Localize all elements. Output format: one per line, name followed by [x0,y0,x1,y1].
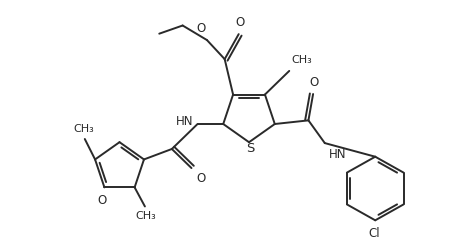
Text: O: O [97,194,107,207]
Text: O: O [309,76,319,88]
Text: O: O [196,172,205,185]
Text: O: O [196,23,206,35]
Text: CH₃: CH₃ [135,211,156,221]
Text: Cl: Cl [368,227,380,240]
Text: CH₃: CH₃ [73,124,94,134]
Text: HN: HN [329,148,346,161]
Text: S: S [246,142,254,155]
Text: HN: HN [176,115,194,128]
Text: CH₃: CH₃ [291,55,313,65]
Text: O: O [235,16,244,29]
